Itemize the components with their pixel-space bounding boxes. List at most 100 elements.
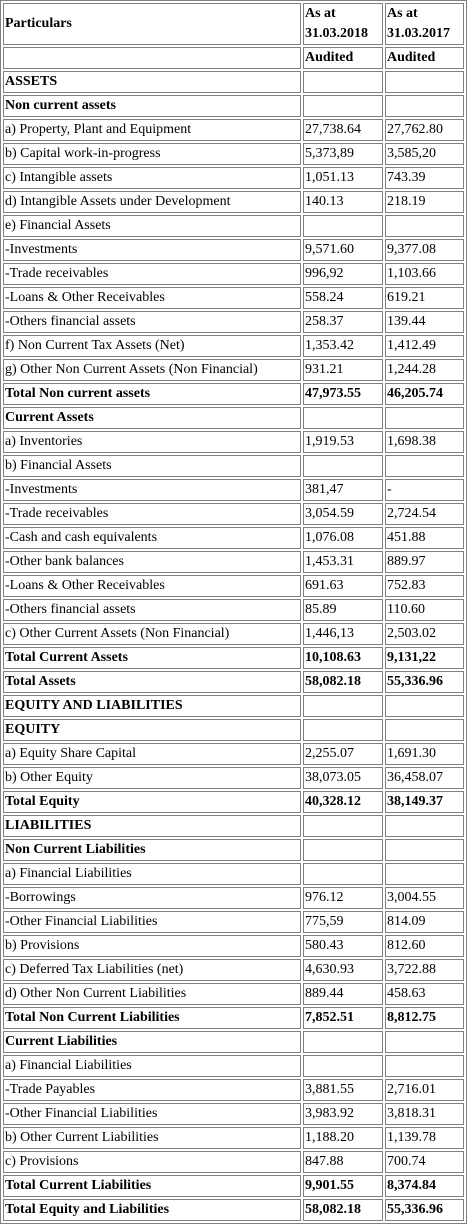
- table-row: -Loans & Other Receivables 691.63 752.83: [3, 575, 464, 597]
- value-2018: [303, 95, 383, 117]
- value-2018: 847.88: [303, 1151, 383, 1173]
- table-row: Current Liabilities: [3, 1031, 464, 1053]
- value-2017: 38,149.37: [385, 791, 464, 813]
- table-row: b) Other Current Liabilities 1,188.20 1,13…: [3, 1127, 464, 1149]
- table-row: -Investments 381,47-: [3, 479, 464, 501]
- value-2017: 9,377.08: [385, 239, 464, 261]
- value-2017: 2,716.01: [385, 1079, 464, 1101]
- value-2018: 1,446,13: [303, 623, 383, 645]
- row-label: -Others financial assets: [3, 311, 301, 333]
- row-label: -Investments: [3, 479, 301, 501]
- table-row: -Other Financial Liabilities 3,983.92 3,81…: [3, 1103, 464, 1125]
- value-2018: 4,630.93: [303, 959, 383, 981]
- value-2018: 580.43: [303, 935, 383, 957]
- value-2017: 2,724.54: [385, 503, 464, 525]
- value-2018: 1,188.20: [303, 1127, 383, 1149]
- table-row: Total Current Liabilities 9,901.55 8,374.8…: [3, 1175, 464, 1197]
- value-2018: 1,051.13: [303, 167, 383, 189]
- table-row: c) Other Current Assets (Non Financial) 1…: [3, 623, 464, 645]
- value-2017: 218.19: [385, 191, 464, 213]
- row-label: -Other Financial Liabilities: [3, 911, 301, 933]
- row-label: Current Liabilities: [3, 1031, 301, 1053]
- table-row: b) Financial Assets: [3, 455, 464, 477]
- row-label: -Loans & Other Receivables: [3, 287, 301, 309]
- value-2018: 1,453.31: [303, 551, 383, 573]
- value-2017: [385, 95, 464, 117]
- value-2018: [303, 839, 383, 861]
- value-2017: 1,139.78: [385, 1127, 464, 1149]
- value-2017: 8,374.84: [385, 1175, 464, 1197]
- table-row: c) Provisions 847.88 700.74: [3, 1151, 464, 1173]
- value-2017: 814.09: [385, 911, 464, 933]
- value-2017: 1,244.28: [385, 359, 464, 381]
- row-label: Non Current Liabilities: [3, 839, 301, 861]
- row-label: d) Intangible Assets under Development: [3, 191, 301, 213]
- value-2018: 1,353.42: [303, 335, 383, 357]
- row-label: Total Equity: [3, 791, 301, 813]
- value-2018: 996,92: [303, 263, 383, 285]
- column-header-2018: As at 31.03.2018: [303, 3, 383, 45]
- row-label: -Borrowings: [3, 887, 301, 909]
- row-label: a) Inventories: [3, 431, 301, 453]
- row-label: -Investments: [3, 239, 301, 261]
- row-label: -Trade receivables: [3, 503, 301, 525]
- table-row: a) Equity Share Capital 2,255.07 1,691.30: [3, 743, 464, 765]
- table-row: ASSETS: [3, 71, 464, 93]
- value-2018: [303, 407, 383, 429]
- table-row: -Trade receivables 3,054.59 2,724.54: [3, 503, 464, 525]
- table-row: a) Property, Plant and Equipment 27,738.6…: [3, 119, 464, 141]
- row-label: c) Deferred Tax Liabilities (net): [3, 959, 301, 981]
- row-label: b) Other Current Liabilities: [3, 1127, 301, 1149]
- value-2017: 700.74: [385, 1151, 464, 1173]
- value-2017: 889.97: [385, 551, 464, 573]
- value-2018: 58,082.18: [303, 1199, 383, 1221]
- value-2018: 47,973.55: [303, 383, 383, 405]
- value-2017: 3,722.88: [385, 959, 464, 981]
- value-2017: [385, 839, 464, 861]
- column-header-2017: As at 31.03.2017: [385, 3, 464, 45]
- row-label: -Other bank balances: [3, 551, 301, 573]
- table-row: Total Assets 58,082.18 55,336.96: [3, 671, 464, 693]
- value-2017: [385, 815, 464, 837]
- column-header-2017-line1: As at: [387, 6, 418, 21]
- table-row: g) Other Non Current Assets (Non Financi…: [3, 359, 464, 381]
- table-row: a) Financial Liabilities: [3, 1055, 464, 1077]
- table-row: d) Other Non Current Liabilities 889.44 45…: [3, 983, 464, 1005]
- value-2018: 3,983.92: [303, 1103, 383, 1125]
- value-2018: 9,901.55: [303, 1175, 383, 1197]
- row-label: c) Provisions: [3, 1151, 301, 1173]
- value-2017: 3,818.31: [385, 1103, 464, 1125]
- audit-status-2017: Audited: [385, 47, 464, 69]
- table-row: e) Financial Assets: [3, 215, 464, 237]
- value-2018: 5,373,89: [303, 143, 383, 165]
- value-2017: 27,762.80: [385, 119, 464, 141]
- value-2018: [303, 863, 383, 885]
- table-row: Total Non Current Liabilities 7,852.51 8,8…: [3, 1007, 464, 1029]
- table-row: -Cash and cash equivalents 1,076.08 451.88: [3, 527, 464, 549]
- value-2017: 3,585,20: [385, 143, 464, 165]
- table-row: f) Non Current Tax Assets (Net) 1,353.42 1…: [3, 335, 464, 357]
- audit-status-row: Audited Audited: [3, 47, 464, 69]
- table-row: -Borrowings 976.12 3,004.55: [3, 887, 464, 909]
- value-2018: 27,738.64: [303, 119, 383, 141]
- row-label: Total Equity and Liabilities: [3, 1199, 301, 1221]
- value-2018: 3,054.59: [303, 503, 383, 525]
- row-label: Total Non Current Liabilities: [3, 1007, 301, 1029]
- value-2018: 889.44: [303, 983, 383, 1005]
- table-row: Non current assets: [3, 95, 464, 117]
- value-2017: [385, 719, 464, 741]
- row-label: a) Financial Liabilities: [3, 1055, 301, 1077]
- value-2017: 36,458.07: [385, 767, 464, 789]
- value-2018: 1,919.53: [303, 431, 383, 453]
- table-row: -Other Financial Liabilities 775,59 814.09: [3, 911, 464, 933]
- row-label: e) Financial Assets: [3, 215, 301, 237]
- value-2017: 812.60: [385, 935, 464, 957]
- row-label: Current Assets: [3, 407, 301, 429]
- value-2017: 110.60: [385, 599, 464, 621]
- value-2017: 3,004.55: [385, 887, 464, 909]
- row-label: b) Other Equity: [3, 767, 301, 789]
- value-2018: [303, 1031, 383, 1053]
- row-label: -Cash and cash equivalents: [3, 527, 301, 549]
- row-label: Total Non current assets: [3, 383, 301, 405]
- row-label: Total Current Liabilities: [3, 1175, 301, 1197]
